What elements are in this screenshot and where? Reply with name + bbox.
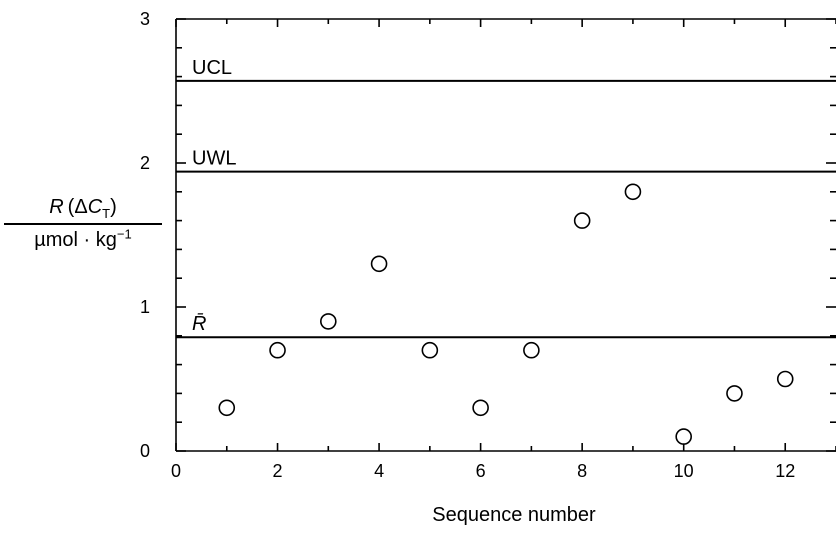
x-tick-label: 0 [171, 461, 181, 481]
x-tick-label: 4 [374, 461, 384, 481]
y-close: ) [110, 196, 117, 218]
y-tick-label: 0 [140, 441, 150, 461]
x-tick-label: 6 [476, 461, 486, 481]
y-var: C [87, 196, 103, 218]
data-point [726, 385, 743, 402]
y-axis-label-fraction-bar [4, 223, 162, 225]
x-tick-label: 8 [577, 461, 587, 481]
x-tick-label: 12 [775, 461, 795, 481]
data-point [776, 370, 794, 388]
y-open: (Δ [67, 196, 88, 218]
x-tick-label: 2 [273, 461, 283, 481]
data-point [320, 313, 337, 330]
y-tick-label: 2 [140, 153, 150, 173]
data-point [523, 341, 540, 359]
data-point [269, 341, 286, 359]
y-unit: µmol · kg [34, 228, 117, 251]
uwl-label: UWL [192, 148, 236, 170]
data-point [218, 399, 236, 417]
data-point [573, 212, 591, 229]
y-tick-label: 1 [140, 297, 150, 317]
data-point [472, 399, 489, 417]
y-var-subscript: T [102, 206, 111, 221]
data-point [421, 341, 439, 359]
y-axis-label-numerator: R (ΔCT) [2, 195, 164, 223]
data-point [624, 183, 642, 201]
data-points [218, 183, 794, 445]
y-tick-label: 3 [140, 9, 150, 29]
y-symbol: R [49, 196, 64, 218]
data-point [675, 428, 692, 445]
y-unit-exponent: −1 [116, 225, 132, 241]
reference-lines: UCL UWL R̄ [176, 57, 836, 339]
y-axis-label-denominator: µmol · kg−1 [2, 225, 164, 252]
x-axis-label: Sequence number [432, 504, 596, 526]
ucl-label: UCL [192, 57, 232, 79]
x-tick-label: 10 [674, 461, 694, 481]
data-point [370, 255, 388, 273]
r-label: R̄ [192, 312, 206, 335]
y-axis-label: R (ΔCT) µmol · kg−1 [2, 195, 164, 252]
